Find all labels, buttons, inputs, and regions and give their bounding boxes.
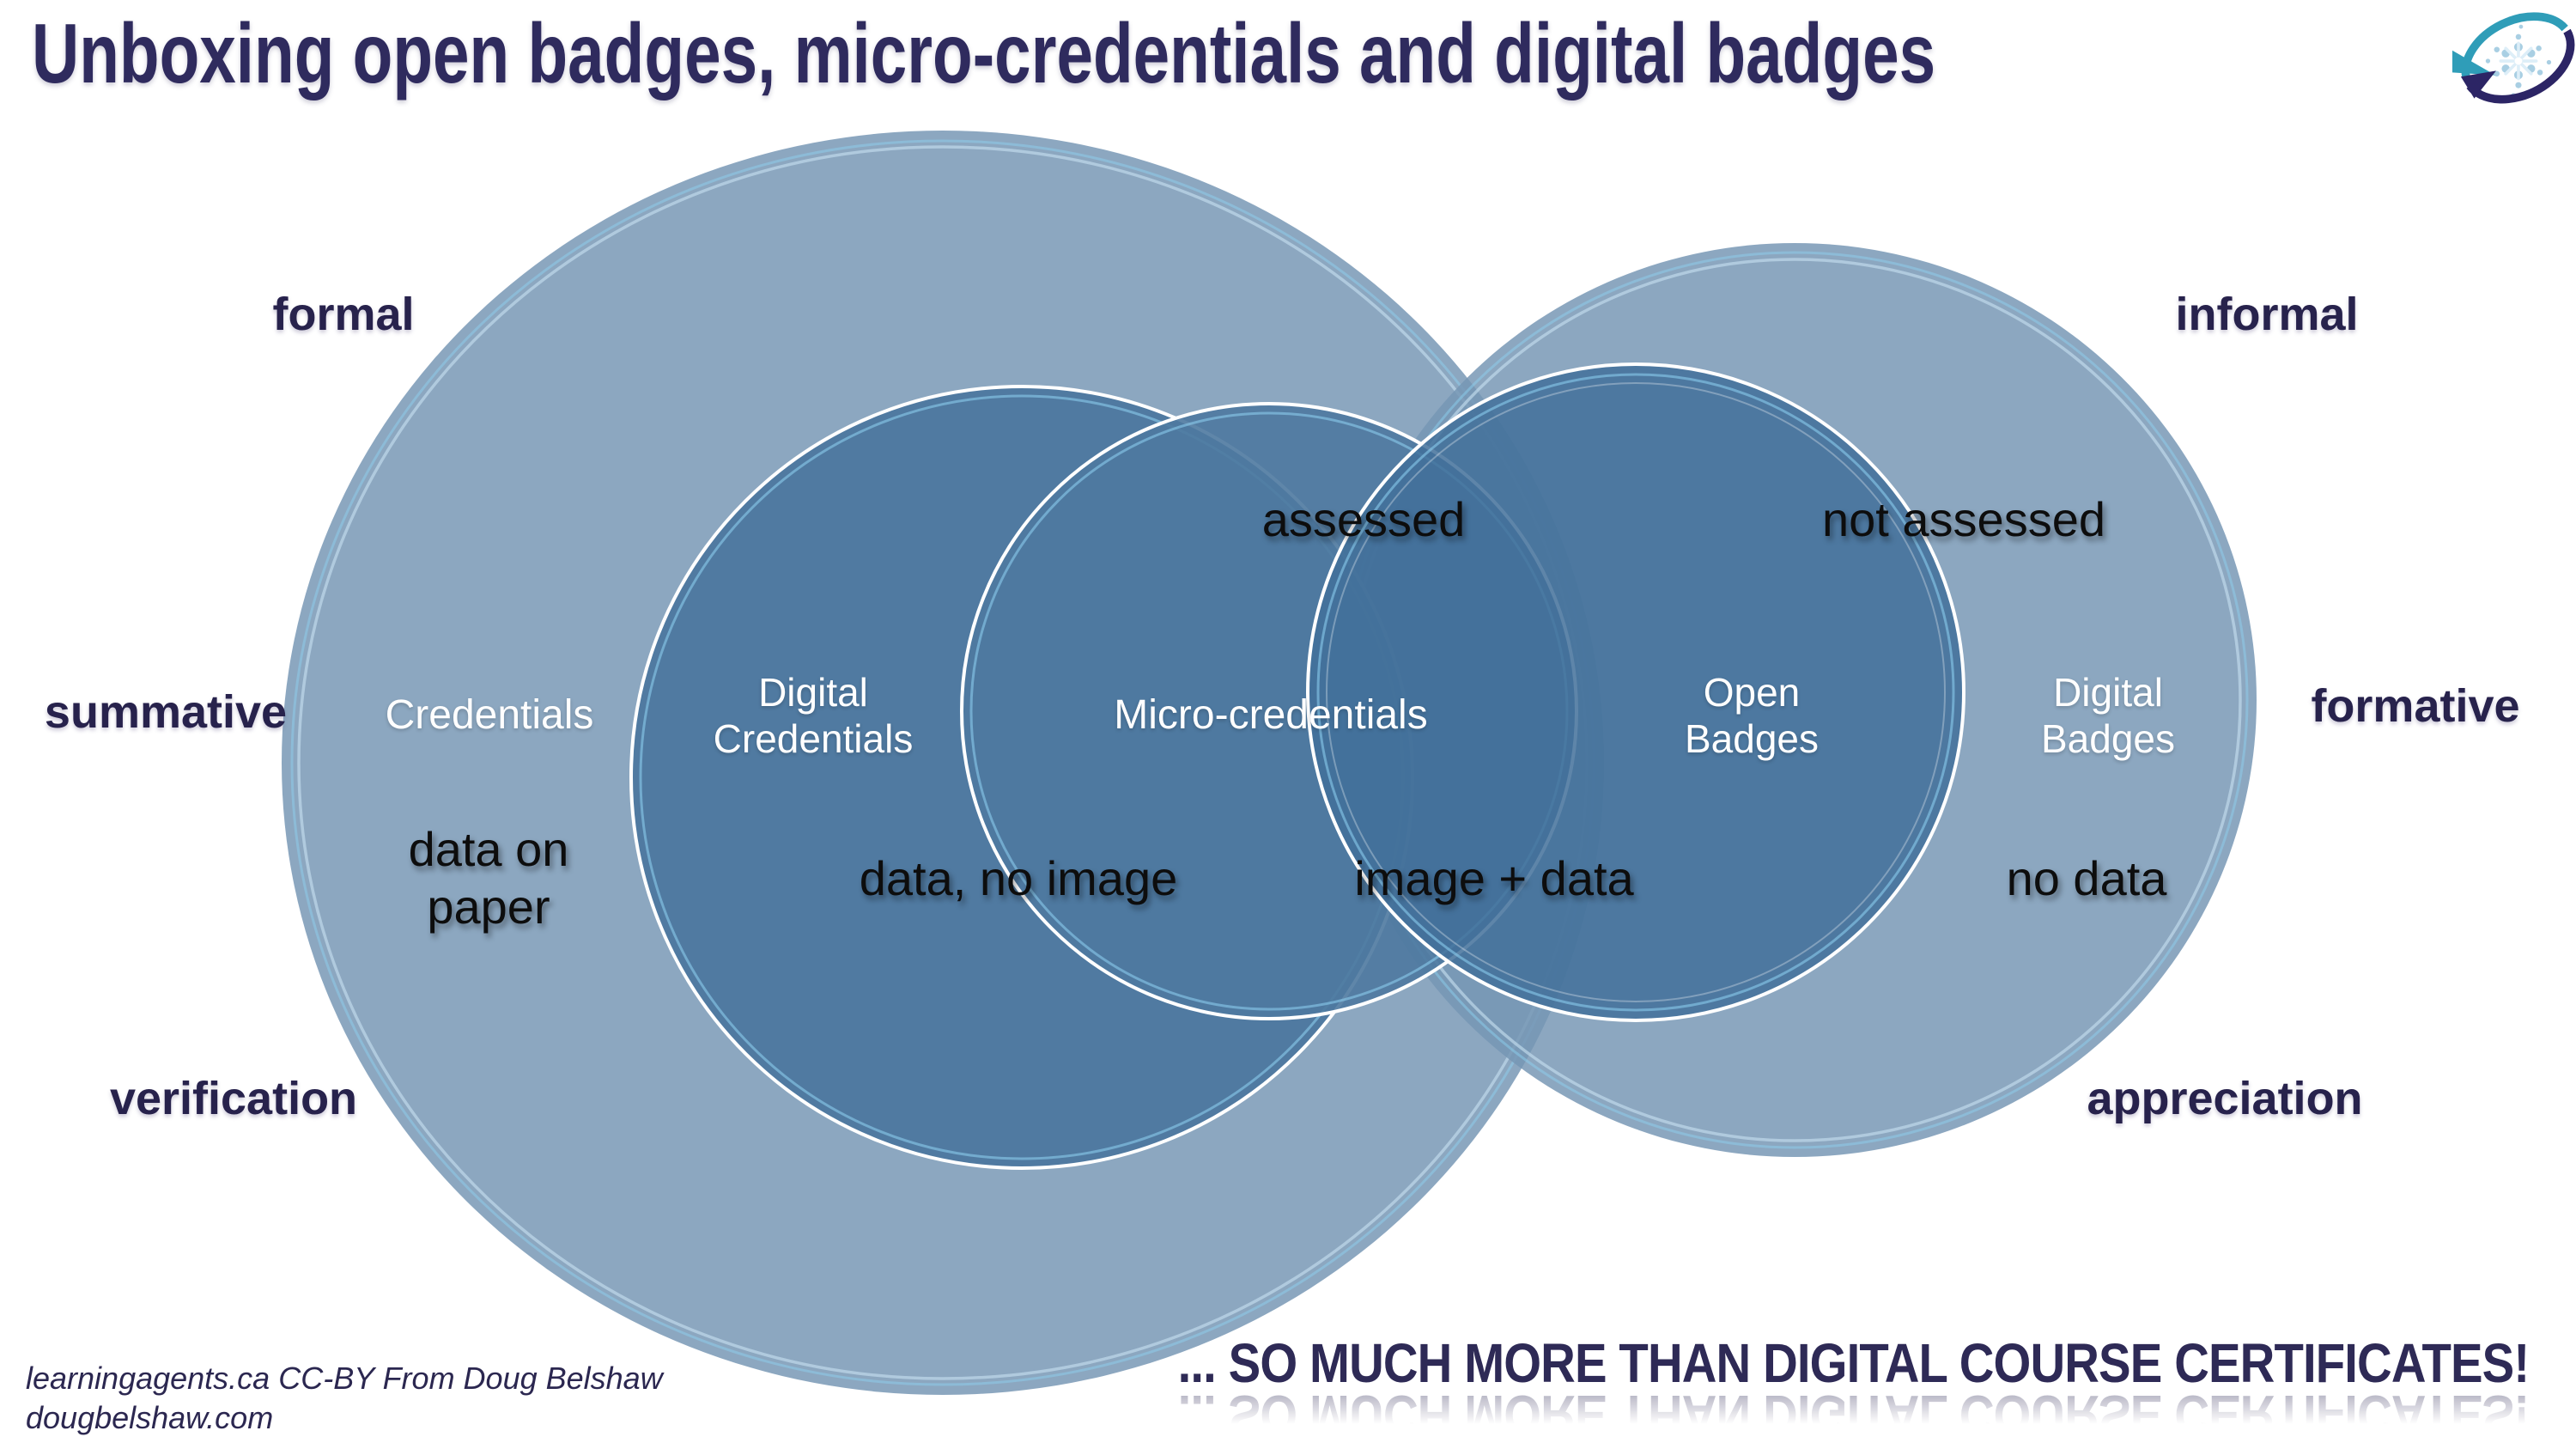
annotation-image-plus-data: image + data: [1354, 851, 1634, 905]
label-open-badges-line2: Badges: [1684, 716, 1820, 761]
label-digital-credentials-line1: Digital: [758, 670, 868, 715]
label-digital-credentials-line2: Credentials: [713, 716, 914, 761]
learning-agents-spark-logo: [2452, 12, 2575, 104]
teal-arrowhead-icon: [2452, 49, 2496, 76]
label-formative: formative: [2311, 680, 2520, 732]
label-digital-badges-line1: Digital: [2053, 670, 2163, 715]
label-summative: summative: [44, 686, 288, 738]
tagline: ... SO MUCH MORE THAN DIGITAL COURSE CER…: [993, 1331, 2530, 1446]
label-digital-badges-line2: Badges: [2040, 716, 2176, 761]
label-formal: formal: [272, 289, 415, 340]
label-credentials: Credentials: [385, 692, 594, 738]
credit-line1: learningagents.ca CC-BY From Doug Belsha…: [26, 1361, 663, 1396]
annotation-data-on-paper-line1: data on: [408, 822, 569, 876]
spark-icon: [2485, 24, 2552, 98]
navy-arrowhead-icon: [2460, 70, 2497, 99]
label-informal: informal: [2175, 289, 2359, 340]
annotation-data-on-paper: data on paper: [409, 820, 569, 935]
annotation-no-data: no data: [2006, 851, 2167, 905]
credit-block: learningagents.ca CC-BY From Doug Belsha…: [26, 1359, 663, 1438]
tagline-text: ... SO MUCH MORE THAN DIGITAL COURSE CER…: [1177, 1332, 2530, 1394]
label-open-badges-line1: Open: [1703, 670, 1801, 715]
tagline-reflection: ... SO MUCH MORE THAN DIGITAL COURSE CER…: [1177, 1384, 2529, 1446]
annotation-data-no-image: data, no image: [859, 851, 1178, 905]
annotation-data-on-paper-line2: paper: [427, 880, 550, 934]
label-appreciation: appreciation: [2087, 1073, 2363, 1124]
annotation-assessed: assessed: [1261, 492, 1466, 546]
label-digital-badges: Digital Badges: [2041, 669, 2175, 762]
annotation-not-assessed: not assessed: [1822, 492, 2105, 546]
page-title: Unboxing open badges, micro-credentials …: [32, 5, 2472, 102]
star-core: [2514, 57, 2523, 65]
open-badges-circle: [1306, 362, 1965, 1022]
open-badges-circle-inner-rim: [1326, 382, 1946, 1002]
open-badges-circle-rim: [1316, 373, 1955, 1012]
label-digital-credentials: Digital Credentials: [714, 669, 914, 762]
page-title-text: Unboxing open badges, micro-credentials …: [32, 6, 1936, 100]
spark-dots: [2485, 24, 2552, 98]
label-verification: verification: [109, 1073, 358, 1124]
credit-line2: dougbelshaw.com: [26, 1400, 274, 1435]
label-open-badges: Open Badges: [1685, 669, 1819, 762]
orbit-arrows: [2452, 12, 2575, 104]
navy-orbit-arrow: [2466, 28, 2575, 104]
label-micro-credentials: Micro-credentials: [1114, 692, 1428, 738]
